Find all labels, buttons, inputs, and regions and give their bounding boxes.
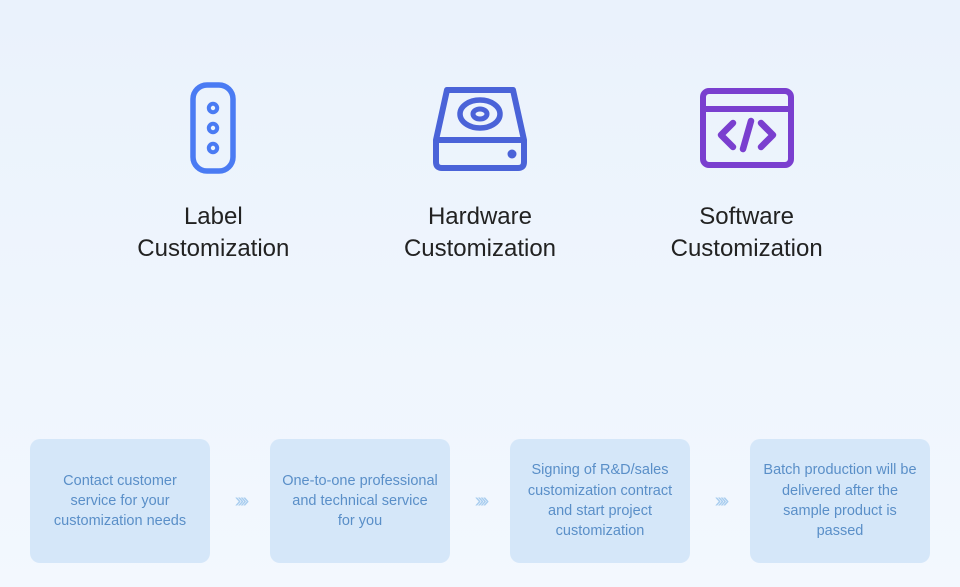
flow-step-2: One-to-one professional and technical se… [270,439,450,563]
features-row: Label Customization Hardware Customizati… [0,0,960,266]
hardware-icon [430,80,530,175]
feature-label: Hardware Customization [404,201,556,266]
feature-label: Label Customization [137,201,289,266]
remote-icon [190,80,236,175]
flow-arrow: ›››› [713,490,728,513]
code-window-icon [699,80,795,175]
feature-software-customization: Software Customization [617,80,877,266]
feature-hardware-customization: Hardware Customization [350,80,610,266]
feature-label: Software Customization [671,201,823,266]
flow-arrow: ›››› [233,490,248,513]
flow-step-1: Contact customer service for your custom… [30,439,210,563]
process-flow: Contact customer service for your custom… [30,439,930,563]
flow-step-4: Batch production will be delivered after… [750,439,930,563]
feature-label-customization: Label Customization [83,80,343,266]
flow-step-3: Signing of R&D/sales customization contr… [510,439,690,563]
flow-arrow: ›››› [473,490,488,513]
